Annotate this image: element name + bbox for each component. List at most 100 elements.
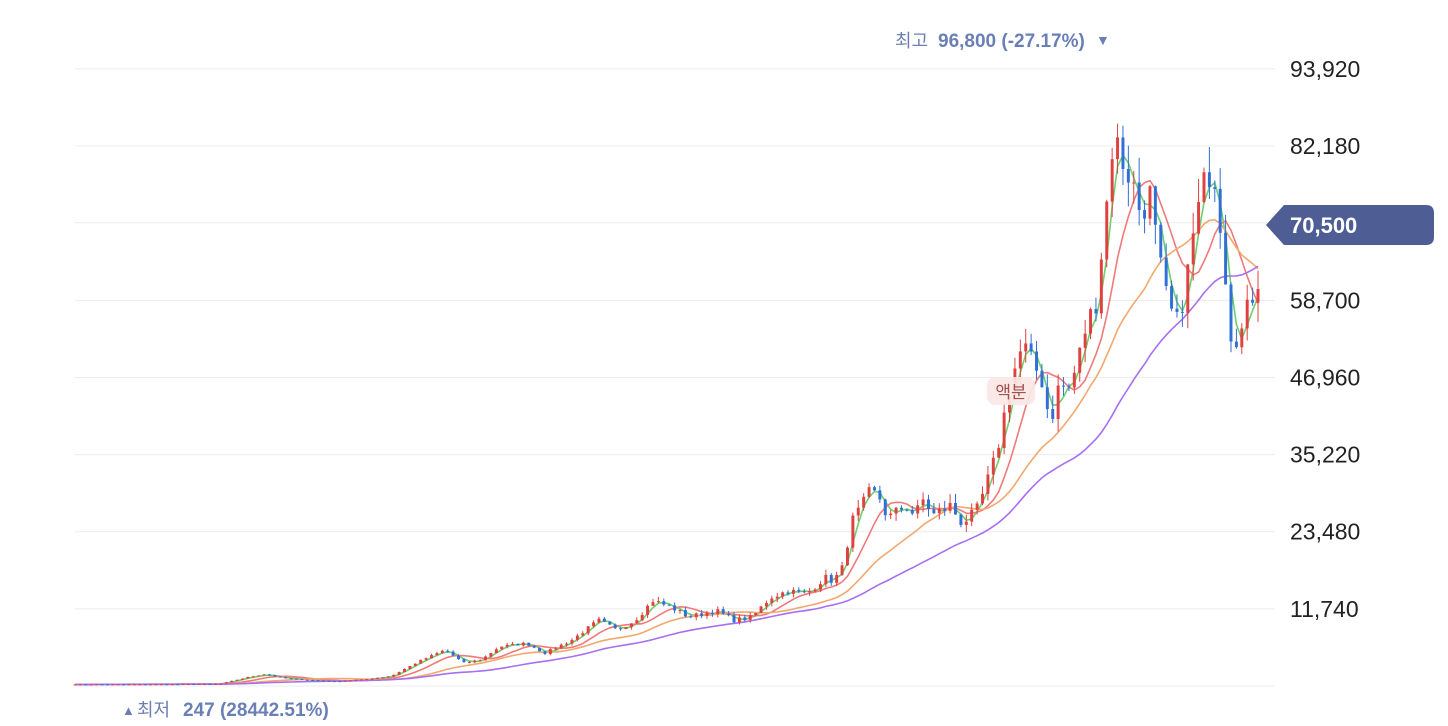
candle-body <box>948 502 952 511</box>
y-tick-label: 35,220 <box>1290 442 1360 468</box>
candle-body <box>1035 351 1039 371</box>
candle-body <box>1229 284 1233 342</box>
low-value: 247 (28442.51%) <box>183 700 329 721</box>
candle-body <box>154 684 158 686</box>
candle-body <box>565 643 569 645</box>
candle-body <box>878 490 882 500</box>
candle-body <box>278 676 282 678</box>
candle-body <box>845 547 849 566</box>
candle-body <box>700 613 704 616</box>
candle-body <box>997 447 1001 458</box>
ex-dividend-badge <box>987 377 1035 405</box>
candle-body <box>1245 299 1249 329</box>
candle-body <box>791 589 795 594</box>
candle-body <box>856 507 860 516</box>
candle-body <box>813 589 817 592</box>
candle-body <box>478 660 482 662</box>
candle-body <box>262 674 266 676</box>
ma20-line <box>75 179 1259 686</box>
candle-body <box>1207 172 1211 188</box>
candle-body <box>592 622 596 627</box>
candle-body <box>289 678 293 680</box>
candle-body <box>273 675 277 677</box>
candle-body <box>629 623 633 628</box>
candle-body <box>570 639 574 644</box>
candle-body <box>257 675 261 677</box>
candle-body <box>1078 347 1082 373</box>
candle-body <box>403 668 406 673</box>
candle-body <box>95 684 99 686</box>
current-price-label: 70,500 <box>1290 213 1357 238</box>
candle-body <box>343 680 347 682</box>
candle-body <box>835 574 839 583</box>
candle-body <box>575 635 579 640</box>
candle-body <box>802 591 806 593</box>
candle-body <box>219 683 223 685</box>
candle-body <box>186 684 190 686</box>
candle-body <box>1153 186 1157 225</box>
candle-body <box>775 596 779 599</box>
candle-body <box>559 644 563 649</box>
low-marker: ▲ <box>122 703 135 718</box>
candle-body <box>867 487 871 497</box>
candle-body <box>673 605 677 611</box>
candle-body <box>494 649 498 654</box>
candle-body <box>608 621 612 625</box>
y-tick-label: 23,480 <box>1290 519 1360 545</box>
candle-body <box>786 592 790 594</box>
y-tick-label: 11,740 <box>1290 596 1359 622</box>
candle-body <box>678 610 682 612</box>
candle-body <box>764 602 768 607</box>
candle-body <box>1116 137 1120 160</box>
candle-body <box>100 684 104 686</box>
candle-body <box>1018 351 1022 369</box>
candle-body <box>354 679 358 681</box>
candle-body <box>737 617 741 623</box>
y-tick-label: 93,920 <box>1290 56 1360 82</box>
candle-body <box>1170 285 1174 309</box>
candle-body <box>527 642 531 646</box>
candle-body <box>424 658 428 660</box>
ma5-line <box>75 153 1259 686</box>
candle-body <box>224 682 228 684</box>
candle-body <box>635 620 639 624</box>
candle-body <box>1186 264 1190 313</box>
current-price-badge-shape <box>1266 205 1434 245</box>
candle-body <box>840 565 844 575</box>
candle-body <box>462 659 466 663</box>
candle-body <box>1218 188 1222 233</box>
candle-body <box>824 574 828 585</box>
candle-body <box>1024 343 1028 352</box>
candle-body <box>446 650 450 652</box>
candle-body <box>1121 137 1125 169</box>
candle-body <box>197 684 201 686</box>
candle-body <box>511 643 515 645</box>
candle-body <box>1040 370 1044 388</box>
candle-body <box>548 649 552 654</box>
candle-body <box>1148 186 1152 219</box>
candle-body <box>862 496 866 508</box>
candle-body <box>359 679 363 681</box>
y-tick-label: 82,180 <box>1290 133 1360 159</box>
candle-body <box>316 680 320 682</box>
candle-body <box>516 643 520 646</box>
candle-body <box>208 683 212 685</box>
candle-body <box>408 665 412 669</box>
candle-body <box>300 678 304 680</box>
candle-body <box>235 679 239 681</box>
candle-body <box>1083 333 1087 348</box>
ma60-line <box>75 218 1259 686</box>
candle-body <box>370 678 374 680</box>
y-tick-label: 46,960 <box>1290 364 1360 390</box>
candle-body <box>770 598 774 603</box>
candle-body <box>943 508 947 511</box>
candle-body <box>1213 187 1217 189</box>
candle-body <box>619 628 623 630</box>
candle-body <box>921 499 925 506</box>
candle-body <box>1164 257 1168 286</box>
candle-body <box>176 684 180 686</box>
candle-body <box>797 589 801 592</box>
candle-body <box>1062 385 1066 387</box>
candle-body <box>705 612 709 616</box>
candle-body <box>457 655 461 660</box>
